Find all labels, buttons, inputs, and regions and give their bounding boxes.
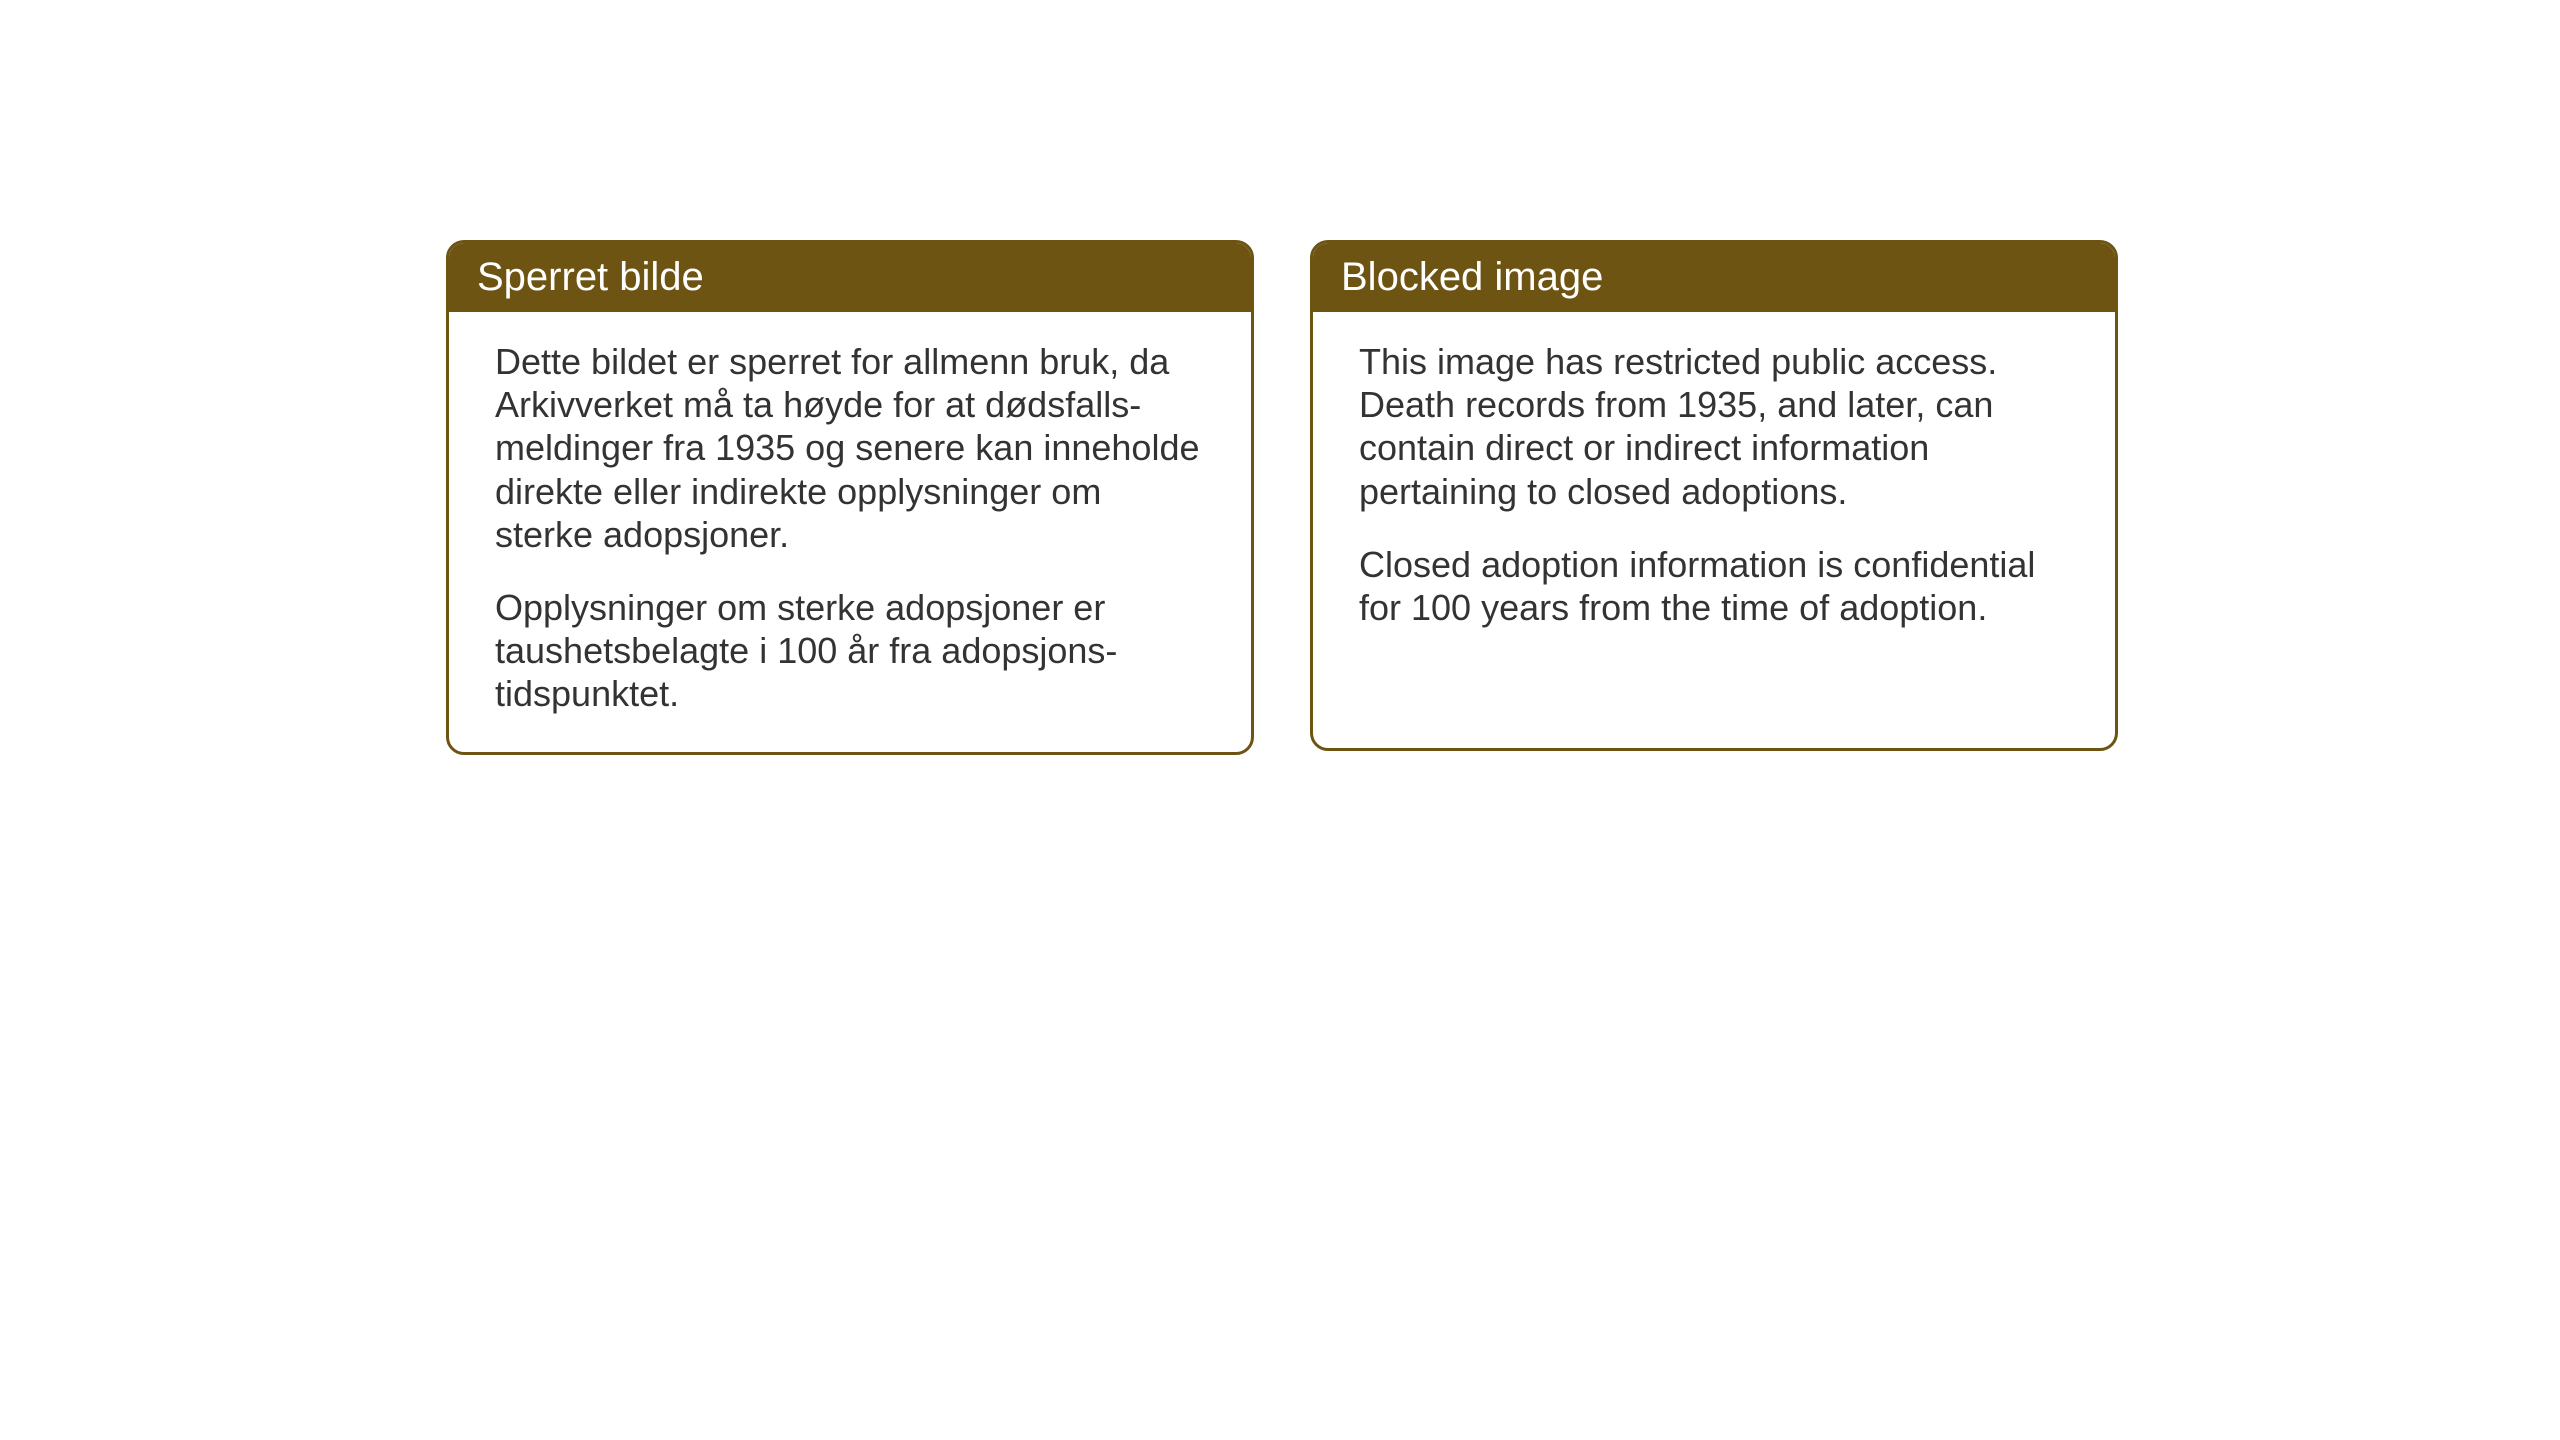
panels-container: Sperret bilde Dette bildet er sperret fo…	[446, 240, 2118, 755]
norwegian-paragraph-2: Opplysninger om sterke adopsjoner er tau…	[495, 586, 1205, 716]
english-panel: Blocked image This image has restricted …	[1310, 240, 2118, 751]
norwegian-panel: Sperret bilde Dette bildet er sperret fo…	[446, 240, 1254, 755]
english-panel-body: This image has restricted public access.…	[1313, 312, 2115, 665]
norwegian-panel-body: Dette bildet er sperret for allmenn bruk…	[449, 312, 1251, 752]
norwegian-paragraph-1: Dette bildet er sperret for allmenn bruk…	[495, 340, 1205, 556]
english-paragraph-1: This image has restricted public access.…	[1359, 340, 2069, 513]
english-panel-title: Blocked image	[1313, 243, 2115, 312]
norwegian-panel-title: Sperret bilde	[449, 243, 1251, 312]
english-paragraph-2: Closed adoption information is confident…	[1359, 543, 2069, 629]
